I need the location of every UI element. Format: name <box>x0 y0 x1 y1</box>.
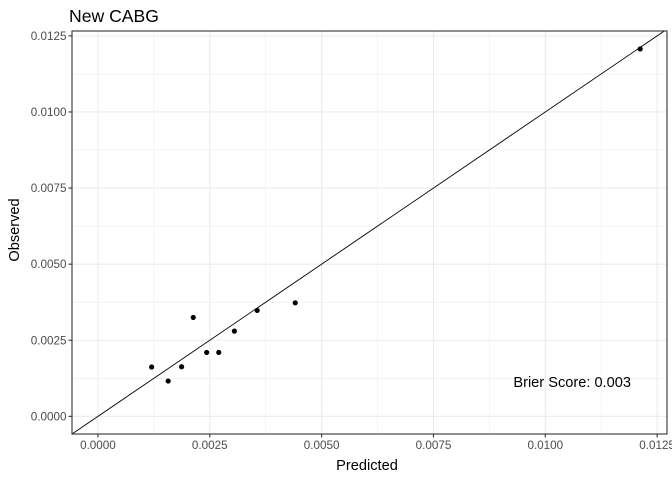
y-axis: 0.0000 0.0025 0.0050 0.0075 0.0100 0.0125 <box>31 30 72 423</box>
data-point <box>216 349 222 356</box>
chart-title: New CABG <box>69 6 159 26</box>
x-axis-title: Predicted <box>336 458 398 474</box>
data-point <box>292 300 298 306</box>
y-tick-label: 0.0075 <box>31 182 67 195</box>
data-point <box>231 328 237 334</box>
panel-border <box>71 30 668 435</box>
data-point <box>254 307 260 314</box>
y-axis-title: Observed <box>7 198 23 261</box>
x-tick-label: 0.0125 <box>639 439 672 452</box>
data-point <box>165 378 171 384</box>
data-point <box>149 364 155 370</box>
y-tick-label: 0.0100 <box>31 106 67 119</box>
data-points <box>149 46 643 384</box>
data-point <box>190 314 196 321</box>
data-point <box>179 364 185 370</box>
data-point <box>204 349 210 356</box>
x-axis: 0.0000 0.0025 0.0050 0.0075 0.0100 0.0125 <box>80 434 672 452</box>
y-tick-label: 0.0025 <box>31 334 67 347</box>
y-tick-label: 0.0050 <box>31 258 67 271</box>
y-tick-label: 0.0000 <box>31 410 67 423</box>
y-tick-label: 0.0125 <box>31 30 67 43</box>
grid <box>72 31 667 434</box>
brier-score-annotation: Brier Score: 0.003 <box>513 375 631 391</box>
identity-reference-line <box>71 30 665 435</box>
data-point <box>637 46 643 52</box>
x-tick-label: 0.0000 <box>80 439 116 452</box>
x-tick-label: 0.0050 <box>304 439 340 452</box>
x-tick-label: 0.0075 <box>416 439 452 452</box>
x-tick-label: 0.0100 <box>527 439 563 452</box>
reference-line-layer <box>71 30 665 435</box>
x-tick-label: 0.0025 <box>192 439 228 452</box>
annotations: Brier Score: 0.003 <box>513 375 631 391</box>
